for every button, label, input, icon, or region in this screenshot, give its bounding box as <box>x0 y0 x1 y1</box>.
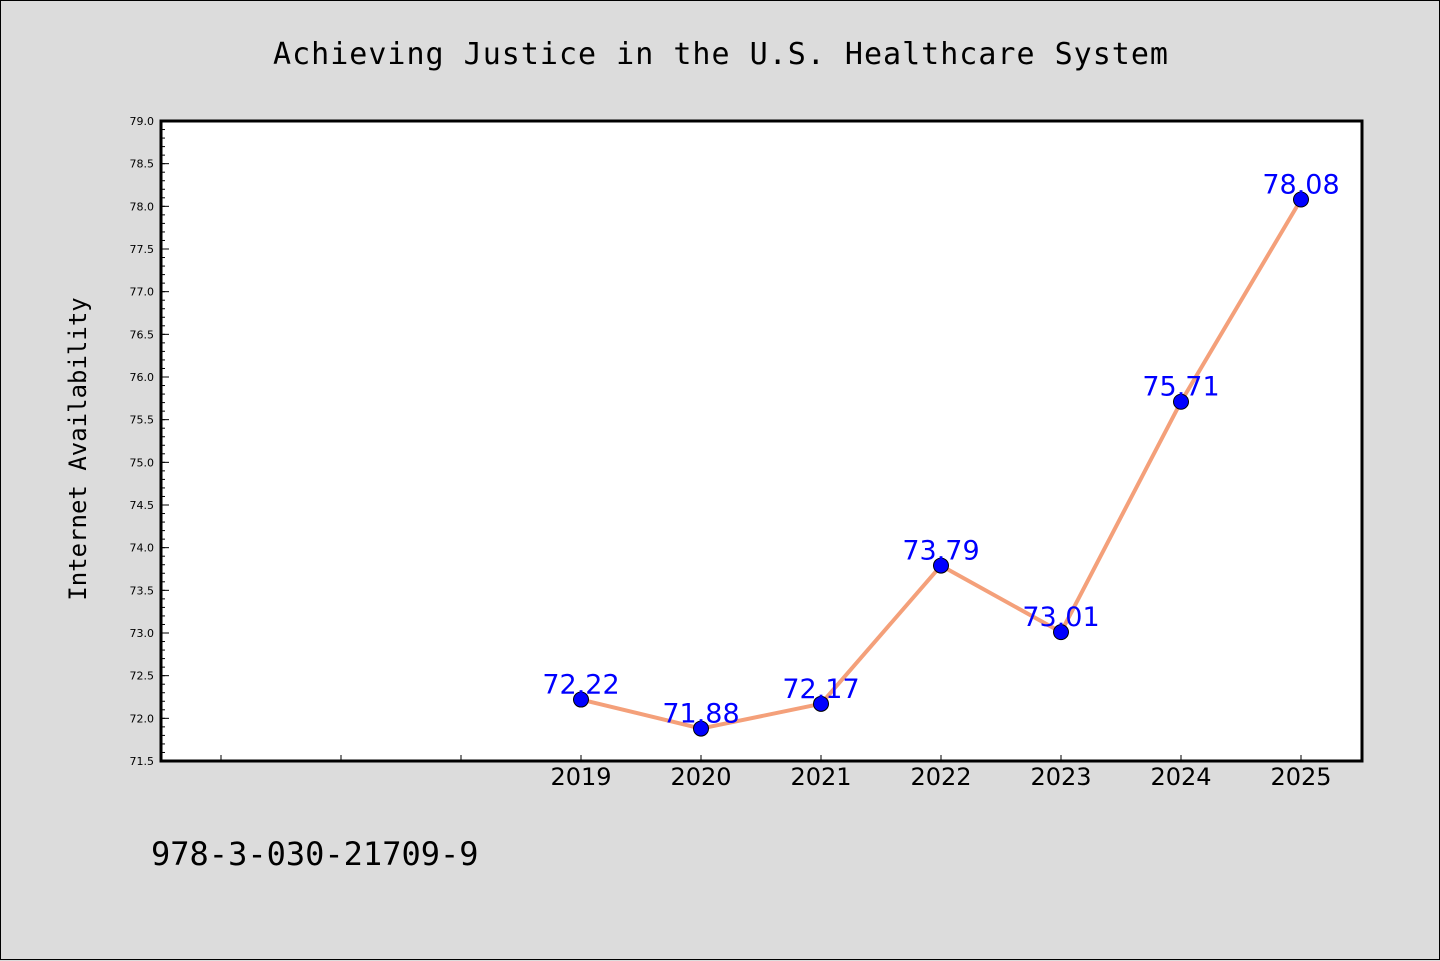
y-axis-ticks: 71.5 72.0 72.5 73.0 73.5 74.0 74.5 75.0 75.5 76.0… <box>130 115 169 768</box>
x-tick-label: 2021 <box>790 763 851 791</box>
y-tick-label: 72.0 <box>130 712 155 725</box>
y-tick-label: 74.0 <box>130 542 155 555</box>
series-layer: 72.22 71.88 72.17 73.79 73.01 75.71 78.08 <box>542 170 1340 737</box>
data-label: 72.17 <box>782 674 859 705</box>
data-label: 75.71 <box>1142 372 1219 403</box>
data-label: 73.79 <box>902 536 979 567</box>
data-label: 73.01 <box>1022 602 1099 633</box>
data-point <box>1293 191 1309 208</box>
data-label: 78.08 <box>1262 170 1339 201</box>
isbn-footer: 978-3-030-21709-9 <box>151 835 479 873</box>
y-tick-label: 71.5 <box>130 755 155 768</box>
plot-area <box>159 119 1364 763</box>
y-tick-label: 73.0 <box>130 627 155 640</box>
y-tick-label: 75.0 <box>130 456 155 469</box>
x-tick-label: 2023 <box>1030 763 1091 791</box>
x-axis-ticks: 2019 2020 2021 2022 2023 2024 2025 <box>220 755 1332 791</box>
data-label: 71.88 <box>662 699 739 730</box>
y-axis-label: Internet Availability <box>64 297 92 600</box>
x-tick-label: 2020 <box>670 763 731 791</box>
data-point <box>693 720 709 737</box>
y-tick-label: 76.0 <box>130 371 155 384</box>
x-tick-label: 2025 <box>1270 763 1331 791</box>
y-tick-label: 74.5 <box>130 499 155 512</box>
y-tick-label: 78.0 <box>130 200 155 213</box>
y-tick-label: 79.0 <box>130 115 155 128</box>
data-point <box>933 557 949 574</box>
data-point <box>813 695 829 712</box>
x-tick-label: 2022 <box>910 763 971 791</box>
y-tick-label: 78.5 <box>130 158 155 171</box>
data-point <box>573 691 589 708</box>
y-tick-label: 72.5 <box>130 670 155 683</box>
data-label: 72.22 <box>542 670 619 701</box>
x-tick-label: 2019 <box>550 763 611 791</box>
y-tick-label: 77.0 <box>130 286 155 299</box>
chart-title: Achieving Justice in the U.S. Healthcare… <box>273 37 1169 72</box>
data-point <box>1053 624 1069 641</box>
y-tick-label: 77.5 <box>130 243 155 256</box>
y-tick-label: 75.5 <box>130 414 155 427</box>
data-point <box>1173 393 1189 410</box>
y-tick-label: 73.5 <box>130 584 155 597</box>
x-tick-label: 2024 <box>1150 763 1211 791</box>
y-tick-label: 76.5 <box>130 328 155 341</box>
